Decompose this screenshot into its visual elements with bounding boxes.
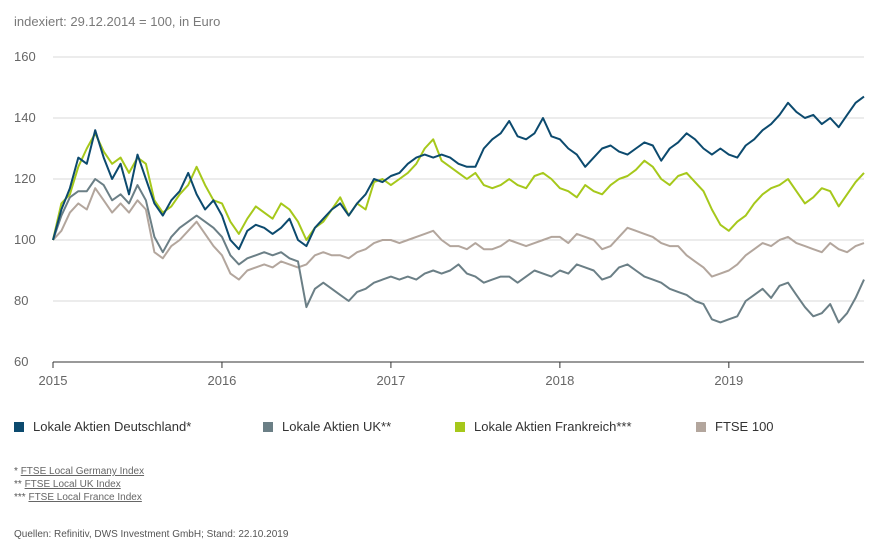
gridlines [53, 56, 864, 363]
source-note: Quellen: Refinitiv, DWS Investment GmbH;… [14, 529, 289, 540]
y-tick-label: 100 [14, 232, 36, 247]
legend-label: Lokale Aktien Frankreich*** [474, 419, 632, 434]
legend-swatch [14, 421, 24, 432]
x-tick-label: 2019 [714, 373, 743, 388]
series-lines [52, 95, 865, 324]
legend-swatch [696, 421, 706, 432]
series-line-uk [52, 178, 865, 324]
legend-label: Lokale Aktien UK** [282, 419, 392, 434]
x-tick-label: 2015 [39, 373, 68, 388]
y-tick-label: 160 [14, 49, 36, 64]
legend-label: FTSE 100 [715, 419, 774, 434]
footnote-marker: *** [14, 492, 26, 503]
footnote-france: *** FTSE Local France Index [14, 491, 144, 504]
y-axis-ticks: 60 80 100 120 140 160 [14, 49, 36, 369]
footnote-link-uk[interactable]: FTSE Local UK Index [24, 479, 121, 490]
series-line-ftse100 [52, 187, 865, 281]
legend-item-deutschland[interactable]: Lokale Aktien Deutschland* [14, 419, 191, 434]
y-tick-label: 120 [14, 171, 36, 186]
footnotes: * FTSE Local Germany Index ** FTSE Local… [14, 465, 144, 504]
footnote-link-france[interactable]: FTSE Local France Index [28, 492, 142, 503]
footnote-link-germany[interactable]: FTSE Local Germany Index [20, 466, 145, 477]
x-tick-label: 2017 [376, 373, 405, 388]
series-line-deutschland [52, 95, 865, 251]
legend-label: Lokale Aktien Deutschland* [33, 419, 192, 434]
y-tick-label: 80 [14, 293, 28, 308]
x-tick-label: 2018 [545, 373, 574, 388]
y-tick-label: 60 [14, 354, 28, 369]
legend-item-ftse100[interactable]: FTSE 100 [696, 419, 774, 434]
legend-swatch [455, 421, 465, 432]
legend-swatch [263, 421, 273, 432]
legend-item-uk[interactable]: Lokale Aktien UK** [263, 419, 391, 434]
x-axis: 2015 2016 2017 2018 2019 [39, 362, 743, 388]
chart-subtitle: indexiert: 29.12.2014 = 100, in Euro [14, 14, 221, 29]
line-chart: 60 80 100 120 140 160 2015 2016 2017 2018 2019 [14, 49, 865, 388]
footnote-marker: * [14, 466, 18, 477]
x-tick-label: 2016 [207, 373, 236, 388]
footnote-marker: ** [14, 479, 22, 490]
y-tick-label: 140 [14, 110, 36, 125]
legend-item-frankreich[interactable]: Lokale Aktien Frankreich*** [455, 419, 632, 434]
footnote-germany: * FTSE Local Germany Index [14, 465, 144, 478]
legend: Lokale Aktien Deutschland* Lokale Aktien… [0, 419, 880, 437]
series-line-frankreich [52, 132, 865, 241]
footnote-uk: ** FTSE Local UK Index [14, 478, 144, 491]
